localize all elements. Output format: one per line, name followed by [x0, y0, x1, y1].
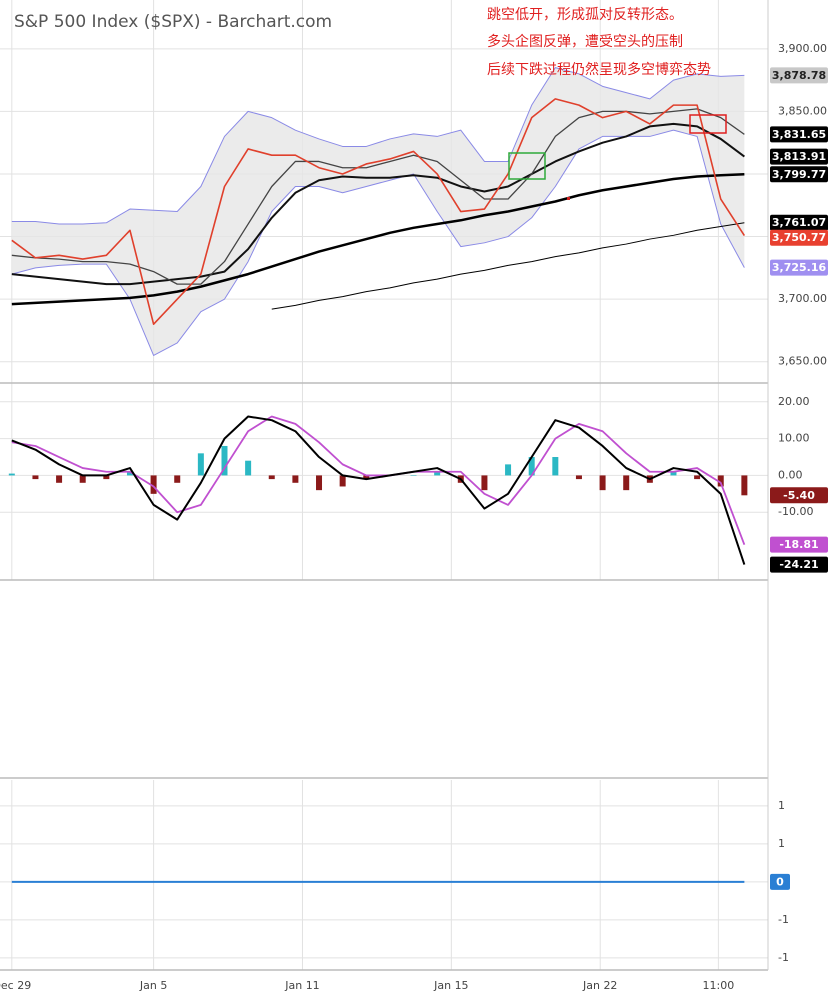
value-badge-label: 3,878.78 [772, 69, 826, 82]
value-badge [770, 214, 828, 231]
annotation: 多头企图反弹，遭受空头的压制 [487, 33, 683, 50]
y-tick-label: 3,900.00 [778, 42, 827, 55]
y-tick-label: 1 [778, 799, 785, 812]
histogram-bar [56, 475, 63, 483]
histogram-bar [717, 475, 724, 487]
histogram-bar [292, 475, 299, 483]
value-badge [770, 259, 828, 276]
value-badge [770, 148, 828, 165]
histogram-bar [552, 457, 559, 476]
y-tick-label: 3,700.00 [778, 292, 827, 305]
x-tick-label: Dec 29 [0, 979, 31, 992]
histogram-bar [245, 460, 252, 476]
histogram-bar [150, 475, 157, 494]
annotation: 后续下跌过程仍然呈现多空博弈态势 [487, 61, 711, 78]
value-badge [770, 229, 828, 246]
x-tick-label: 11:00 [703, 979, 735, 992]
histogram-bar [694, 475, 701, 480]
x-tick-label: Jan 22 [582, 979, 617, 992]
histogram-bar [599, 475, 606, 491]
value-badge-label: -18.81 [779, 538, 818, 551]
histogram-bar [481, 475, 488, 491]
histogram-bar [434, 471, 441, 476]
highlight-box [508, 152, 546, 180]
histogram-bar [528, 457, 535, 476]
y-tick-label: 3,850.00 [778, 104, 827, 117]
value-badge-label: 0 [776, 875, 784, 888]
value-badge [770, 487, 828, 504]
y-tick-label: -1 [778, 913, 789, 926]
x-tick-label: Jan 11 [284, 979, 319, 992]
histogram-bar [79, 475, 86, 483]
value-badge [770, 67, 828, 84]
value-badge [770, 126, 828, 143]
histogram-bar [339, 475, 346, 487]
value-badge [770, 166, 828, 183]
histogram-bar [8, 473, 15, 476]
value-badge [770, 873, 790, 890]
histogram-bar [505, 464, 512, 476]
series-line [11, 67, 745, 225]
series-line [271, 222, 745, 310]
series-line [11, 108, 745, 285]
histogram-bar [575, 475, 582, 480]
value-badge-label: 3,813.91 [772, 150, 826, 163]
badge-layer: 3,878.78 3,725.16 3,761.07 3,799.77 3,813.91… [770, 67, 828, 890]
y-tick-label: 20.00 [778, 395, 810, 408]
histogram-bar [174, 475, 181, 483]
histogram-bar [741, 475, 748, 496]
series-line [11, 173, 745, 306]
annotation: 跳空低开，形成孤对反转形态。 [487, 7, 683, 23]
histogram-bar [670, 471, 677, 476]
y-tick-label: -1 [778, 951, 789, 964]
y-tick-label: 0.00 [778, 468, 803, 481]
histogram-bar [268, 475, 275, 480]
highlight-box [689, 114, 727, 134]
series-line [11, 129, 745, 356]
value-badge [770, 556, 828, 573]
value-badge [770, 536, 828, 553]
y-tick-label: -10.00 [778, 505, 813, 518]
value-badge-label: 3,831.65 [772, 128, 826, 141]
y-tick-label: 1 [778, 837, 785, 850]
value-badge-label: 3,761.07 [772, 216, 826, 229]
series-line [11, 98, 746, 325]
value-badge-label: -5.40 [783, 489, 815, 502]
histogram-bar [410, 475, 417, 476]
histogram-bar [316, 475, 323, 491]
histogram-bar [623, 475, 630, 491]
mark-layer [8, 67, 748, 883]
y-tick-label: 10.00 [778, 432, 810, 445]
series-line [11, 415, 746, 565]
x-tick-label: Jan 5 [139, 979, 167, 992]
histogram-bar [126, 471, 133, 476]
y-tick-label: 3,650.00 [778, 355, 827, 368]
value-badge-label: 3,799.77 [772, 168, 826, 181]
histogram-bar [103, 475, 110, 480]
value-badge-label: -24.21 [779, 558, 818, 571]
histogram-bar [221, 445, 228, 476]
histogram-bar [363, 475, 370, 480]
histogram-bar [197, 453, 204, 476]
value-badge-label: 3,750.77 [772, 231, 826, 244]
marker-dot [567, 197, 570, 200]
series-line [11, 122, 745, 286]
histogram-bar [32, 475, 39, 480]
value-badge-label: 3,725.16 [772, 261, 827, 274]
x-tick-label: Jan 15 [433, 979, 468, 992]
chart-title: S&P 500 Index ($SPX) - Barchart.com [14, 12, 332, 32]
